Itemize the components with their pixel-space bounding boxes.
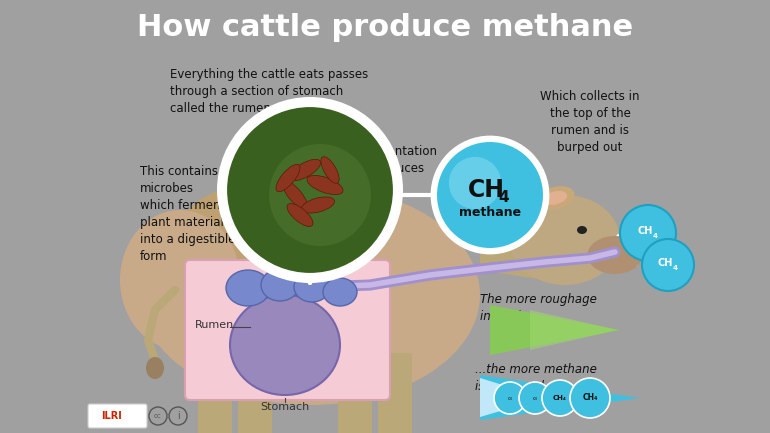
Circle shape: [519, 382, 551, 414]
Ellipse shape: [294, 272, 330, 302]
Ellipse shape: [261, 269, 299, 301]
Circle shape: [225, 105, 395, 275]
Text: 4: 4: [499, 190, 509, 204]
Ellipse shape: [230, 295, 340, 395]
Text: Which collects in
the top of the
rumen and is
burped out: Which collects in the top of the rumen a…: [541, 90, 640, 154]
Text: The more roughage
in feed...: The more roughage in feed...: [480, 293, 597, 323]
Polygon shape: [480, 375, 640, 420]
Text: CH₄: CH₄: [582, 394, 598, 403]
Ellipse shape: [226, 270, 270, 306]
Text: c₀: c₀: [532, 395, 537, 401]
Circle shape: [432, 137, 548, 253]
Circle shape: [620, 205, 676, 261]
Ellipse shape: [588, 236, 642, 274]
Text: cc: cc: [154, 413, 162, 419]
Polygon shape: [480, 200, 590, 280]
Text: CH: CH: [638, 226, 653, 236]
Circle shape: [449, 157, 501, 209]
Circle shape: [217, 97, 403, 283]
Circle shape: [494, 382, 526, 414]
Circle shape: [542, 380, 578, 416]
Text: Fermentation
produces: Fermentation produces: [359, 145, 437, 175]
FancyBboxPatch shape: [238, 343, 272, 433]
Ellipse shape: [283, 181, 307, 210]
Polygon shape: [530, 310, 618, 350]
Text: i: i: [176, 411, 179, 421]
Text: How cattle produce methane: How cattle produce methane: [137, 13, 633, 42]
Ellipse shape: [323, 278, 357, 306]
Text: Rumen: Rumen: [195, 320, 234, 330]
Ellipse shape: [535, 186, 574, 210]
FancyBboxPatch shape: [185, 260, 390, 400]
Text: CH: CH: [467, 178, 504, 202]
Ellipse shape: [146, 357, 164, 379]
Text: CH: CH: [658, 258, 673, 268]
Ellipse shape: [287, 204, 313, 226]
Ellipse shape: [307, 175, 343, 194]
Ellipse shape: [321, 157, 339, 183]
Text: ...the more methane
is produced: ...the more methane is produced: [475, 363, 597, 393]
Text: CH₄: CH₄: [553, 395, 567, 401]
FancyBboxPatch shape: [338, 348, 372, 433]
Text: This contains
microbes
which ferment
plant material
into a digestible
form: This contains microbes which ferment pla…: [140, 165, 236, 263]
Text: methane: methane: [459, 207, 521, 220]
Ellipse shape: [543, 191, 567, 205]
Ellipse shape: [290, 159, 320, 181]
FancyBboxPatch shape: [378, 353, 412, 433]
Ellipse shape: [510, 195, 620, 285]
Text: 4: 4: [672, 265, 678, 271]
Circle shape: [642, 239, 694, 291]
Ellipse shape: [120, 210, 240, 350]
Ellipse shape: [302, 197, 334, 213]
FancyBboxPatch shape: [88, 404, 147, 428]
FancyBboxPatch shape: [198, 338, 232, 433]
Circle shape: [570, 378, 610, 418]
Circle shape: [437, 142, 543, 248]
Text: Stomach: Stomach: [260, 402, 310, 412]
Ellipse shape: [180, 180, 380, 280]
Text: 4: 4: [652, 233, 658, 239]
Text: Everything the cattle eats passes
through a section of stomach
called the rumen.: Everything the cattle eats passes throug…: [170, 68, 368, 115]
Text: c₀: c₀: [507, 395, 513, 401]
Polygon shape: [480, 378, 545, 417]
Text: ILRI: ILRI: [101, 411, 122, 421]
Ellipse shape: [577, 226, 587, 234]
Polygon shape: [490, 305, 620, 355]
Circle shape: [269, 144, 371, 246]
Ellipse shape: [140, 185, 480, 405]
Ellipse shape: [276, 164, 300, 192]
